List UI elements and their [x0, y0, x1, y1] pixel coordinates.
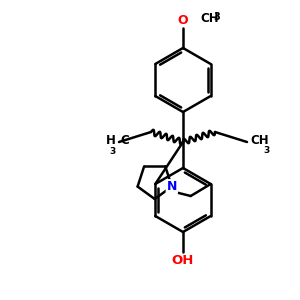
Text: 3: 3	[213, 12, 220, 22]
Text: O: O	[178, 14, 188, 27]
Text: CH: CH	[200, 11, 219, 25]
Text: 3: 3	[110, 147, 116, 156]
Text: C: C	[120, 134, 129, 148]
Text: CH: CH	[250, 134, 268, 148]
Text: 3: 3	[263, 146, 269, 155]
Text: OH: OH	[172, 254, 194, 267]
Text: N: N	[167, 180, 177, 193]
Text: H: H	[106, 134, 116, 148]
